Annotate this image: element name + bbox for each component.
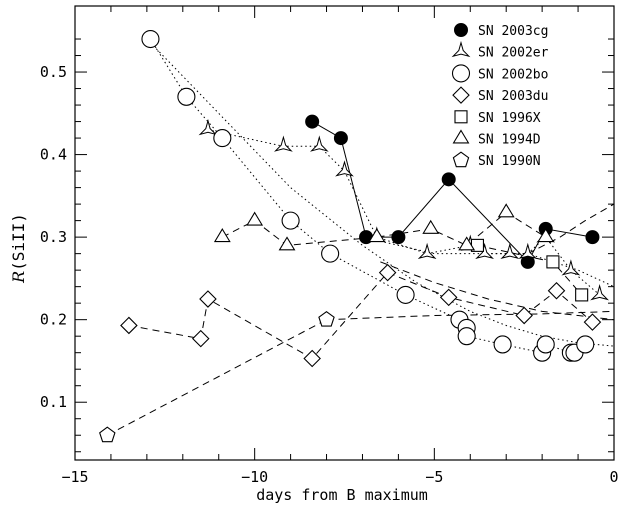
series-line-sn-2003du bbox=[128, 272, 593, 360]
data-point-sn-2003cg bbox=[391, 230, 406, 245]
legend-item-sn-2002bo: SN 2002bo bbox=[451, 64, 548, 83]
series-line-sn-2002bo bbox=[150, 38, 586, 354]
data-point-sn-1996x bbox=[575, 288, 589, 302]
data-point-sn-2003du bbox=[583, 313, 602, 331]
data-point-sn-1994d bbox=[497, 203, 515, 218]
data-point-sn-2002er bbox=[561, 259, 581, 276]
legend-item-sn-1990n: SN 1990N bbox=[452, 151, 541, 169]
data-point-sn-2003du bbox=[191, 329, 210, 348]
data-point-sn-2003du bbox=[303, 349, 321, 368]
data-point-sn-1994d bbox=[537, 228, 555, 243]
data-point-sn-2003du bbox=[199, 290, 217, 308]
data-point-sn-1994d bbox=[246, 211, 264, 226]
svg-text:R(SiII): R(SiII) bbox=[9, 213, 28, 284]
data-point-sn-2002er bbox=[590, 284, 610, 301]
data-point-sn-2003cg bbox=[333, 131, 348, 146]
legend-marker bbox=[454, 110, 468, 124]
legend-item-sn-2002er: SN 2002er bbox=[451, 40, 549, 61]
data-point-sn-2002er bbox=[309, 135, 329, 152]
data-point-sn-2002bo bbox=[576, 335, 595, 354]
legend-item-sn-1994d: SN 1994D bbox=[452, 129, 541, 148]
data-point-sn-1996x bbox=[546, 255, 560, 269]
legend: SN 2003cg SN 2002er SN 2002bo SN 2003du SN 1… bbox=[451, 23, 549, 169]
y-axis-label: R(SiII) bbox=[9, 213, 28, 284]
data-point-sn-2002er bbox=[335, 160, 354, 177]
legend-label: SN 1996X bbox=[478, 111, 541, 126]
data-point-sn-1990n bbox=[318, 311, 335, 327]
y-tick-label: 0.4 bbox=[40, 146, 67, 164]
legend-marker bbox=[451, 64, 471, 83]
data-point-sn-2002bo bbox=[141, 29, 160, 49]
legend-marker bbox=[451, 40, 471, 58]
y-tick-label: 0.5 bbox=[40, 63, 67, 81]
legend-label: SN 2002bo bbox=[478, 67, 548, 82]
data-point-sn-1994d bbox=[278, 236, 296, 251]
legend-item-sn-1996x: SN 1996X bbox=[454, 110, 541, 126]
y-axis-label-paren: (SiII) bbox=[9, 213, 28, 271]
legend-label: SN 2003cg bbox=[478, 24, 548, 39]
series-line-sn-2002er bbox=[207, 129, 600, 296]
legend-label: SN 2003du bbox=[478, 89, 548, 104]
axis-ticks bbox=[74, 6, 615, 460]
data-point-sn-2002bo bbox=[457, 327, 476, 346]
data-point-sn-1994d bbox=[458, 236, 476, 251]
legend-label: SN 2002er bbox=[478, 46, 549, 61]
data-point-sn-2002er bbox=[417, 242, 437, 260]
data-point-sn-2003cg bbox=[585, 230, 600, 245]
legend-label: SN 1994D bbox=[478, 133, 541, 148]
x-axis-label: days from B maximum bbox=[256, 486, 428, 504]
data-point-sn-2002bo bbox=[396, 285, 415, 304]
plot-frame bbox=[74, 5, 615, 461]
legend-marker bbox=[454, 23, 468, 37]
legend-item-sn-2003du: SN 2003du bbox=[452, 86, 548, 104]
data-point-sn-2002er bbox=[198, 118, 218, 136]
data-point-sn-2002bo bbox=[213, 129, 232, 148]
data-point-sn-2002bo bbox=[493, 335, 512, 354]
data-point-sn-1994d bbox=[368, 228, 386, 243]
x-tick-label: −15 bbox=[61, 468, 88, 486]
legend-marker bbox=[452, 129, 470, 144]
fit-curve bbox=[326, 310, 615, 321]
data-point-sn-1994d bbox=[213, 228, 231, 243]
x-tick-label: 0 bbox=[609, 468, 618, 486]
axis-tick-labels: −15 −10 −5 0 0.1 0.2 0.3 0.4 0.5 bbox=[40, 63, 619, 486]
y-tick-label: 0.3 bbox=[40, 228, 67, 246]
data-point-sn-2003du bbox=[439, 288, 458, 307]
data-point-sn-2002er bbox=[273, 135, 293, 152]
data-point-sn-2003cg bbox=[305, 114, 320, 129]
legend-label: SN 1990N bbox=[478, 154, 541, 169]
fit-curve bbox=[527, 203, 615, 255]
data-point-sn-2002er bbox=[500, 242, 520, 260]
data-point-sn-1994d bbox=[422, 219, 440, 234]
data-point-sn-2002er bbox=[518, 242, 538, 260]
data-point-sn-2003du bbox=[120, 316, 138, 335]
y-tick-label: 0.1 bbox=[40, 393, 67, 411]
x-tick-label: −5 bbox=[425, 468, 443, 486]
y-axis-label-main: R bbox=[9, 271, 28, 284]
data-point-sn-2002bo bbox=[177, 87, 196, 106]
y-tick-label: 0.2 bbox=[40, 311, 67, 329]
data-point-sn-2002bo bbox=[281, 211, 300, 230]
fit-curve bbox=[362, 236, 615, 288]
legend-marker bbox=[452, 151, 470, 168]
data-point-sn-2002er bbox=[475, 242, 495, 260]
series-markers bbox=[99, 29, 610, 443]
data-point-sn-2003du bbox=[515, 306, 533, 325]
data-point-sn-1990n bbox=[99, 426, 116, 443]
data-point-sn-2002bo bbox=[536, 335, 555, 354]
data-point-sn-2002bo bbox=[321, 244, 340, 263]
data-point-sn-2003du bbox=[378, 263, 397, 282]
data-point-sn-2003cg bbox=[441, 172, 456, 187]
legend-marker bbox=[452, 86, 470, 104]
fit-curve bbox=[380, 261, 615, 321]
legend-item-sn-2003cg: SN 2003cg bbox=[454, 23, 548, 39]
series-line-sn-1990n bbox=[107, 319, 327, 436]
x-tick-label: −10 bbox=[241, 468, 268, 486]
data-point-sn-2003du bbox=[547, 282, 566, 300]
